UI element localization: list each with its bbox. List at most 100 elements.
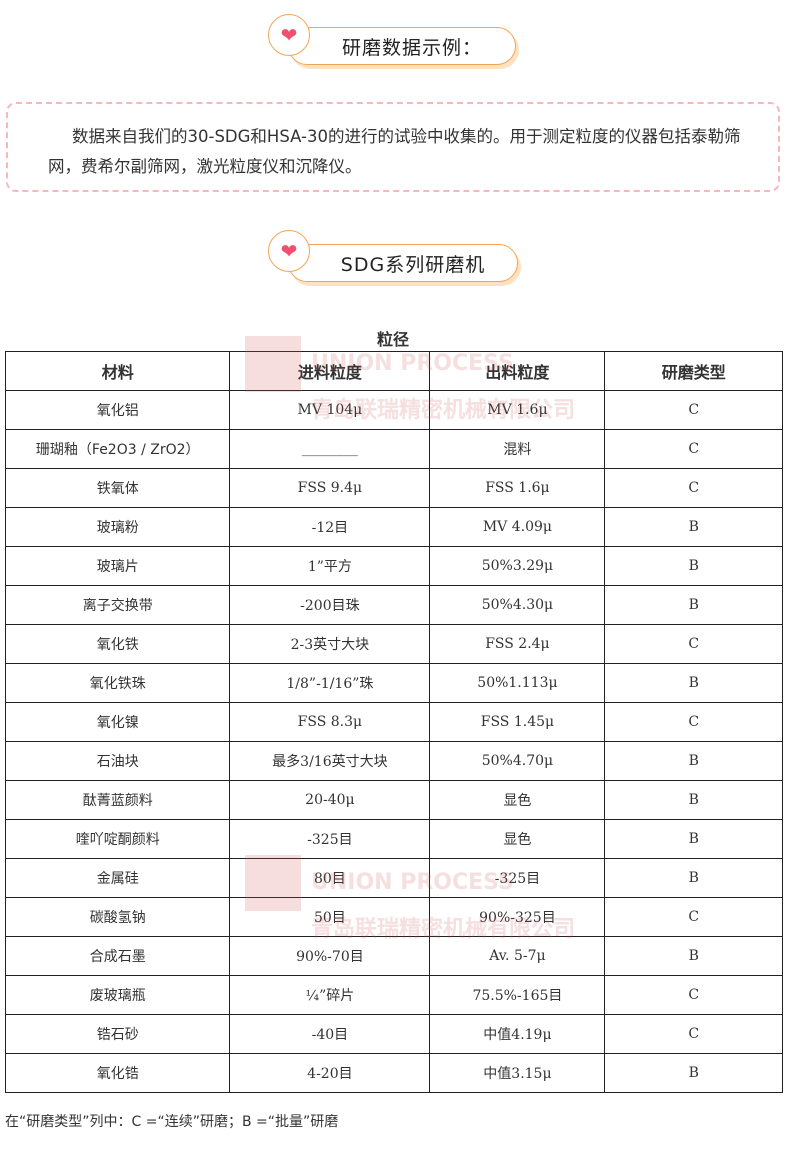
hearts-icon: ❤	[268, 230, 310, 272]
table-cell: 中值3.15μ	[429, 1053, 606, 1093]
table-row: 锆石砂 -40目 中值4.19μ C	[4, 1014, 783, 1054]
table-cell: 80目	[229, 858, 431, 898]
table-cell: 玻璃粉	[4, 507, 231, 547]
table-row: 氧化铁珠 1/8”-1/16”珠 50%1.113μ B	[4, 663, 783, 703]
table-cell: C	[604, 468, 783, 508]
table-row: 氧化锆 4-20目 中值3.15μ B	[4, 1053, 783, 1093]
table-cell: FSS 9.4μ	[229, 468, 431, 508]
table-cell: 铁氧体	[4, 468, 231, 508]
table-cell: FSS 1.6μ	[429, 468, 606, 508]
table-cell: -325目	[229, 819, 431, 859]
table-cell: 喹吖啶酮颜料	[4, 819, 231, 859]
table-cell: 显色	[429, 780, 606, 820]
intro-box: 数据来自我们的30-SDG和HSA-30的进行的试验中收集的。用于测定粒度的仪器…	[6, 102, 780, 192]
table-row: 合成石墨 90%-70目 Av. 5-7μ B	[4, 936, 783, 976]
table-cell: C	[604, 624, 783, 664]
table-row: 酞菁蓝颜料 20-40μ 显色 B	[4, 780, 783, 820]
table-cell: 金属硅	[4, 858, 231, 898]
table-row: 废玻璃瓶 ¼”碎片 75.5%-165目 C	[4, 975, 783, 1015]
table-row: 金属硅 80目 -325目 B	[4, 858, 783, 898]
table-cell: MV 1.6μ	[429, 390, 606, 430]
table-cell: C	[604, 1014, 783, 1054]
table-cell: 90%-325目	[429, 897, 606, 937]
table-cell: 2-3英寸大块	[229, 624, 431, 664]
table-cell: C	[604, 975, 783, 1015]
table-row: 喹吖啶酮颜料 -325目 显色 B	[4, 819, 783, 859]
table-cell: ________	[229, 429, 431, 469]
section-title: 研磨数据示例：	[341, 36, 482, 59]
table-cell: 锆石砂	[4, 1014, 231, 1054]
table-cell: 最多3/16英寸大块	[229, 741, 431, 781]
table-row: 石油块 最多3/16英寸大块 50%4.70μ B	[4, 741, 783, 781]
table-row: 氧化镍 FSS 8.3μ FSS 1.45μ C	[4, 702, 783, 742]
intro-text: 数据来自我们的30-SDG和HSA-30的进行的试验中收集的。用于测定粒度的仪器…	[48, 127, 741, 176]
table-cell: 1”平方	[229, 546, 431, 586]
table-cell: -200目珠	[229, 585, 431, 625]
table-row: 珊瑚釉（Fe2O3 / ZrO2） ________ 混料 C	[4, 429, 783, 469]
grinding-data-table: 材料 进料粒度 出料粒度 研磨类型 氧化铝 MV 104μ MV 1.6μ C 珊瑚釉（Fe2…	[4, 351, 783, 1093]
column-header: 出料粒度	[429, 351, 606, 391]
section-title-badge: 研磨数据示例：	[288, 27, 516, 65]
table-cell: FSS 2.4μ	[429, 624, 606, 664]
table-cell: -12目	[229, 507, 431, 547]
table-cell: 50%3.29μ	[429, 546, 606, 586]
table-cell: B	[604, 663, 783, 703]
table-cell: 氧化镍	[4, 702, 231, 742]
table-cell: 废玻璃瓶	[4, 975, 231, 1015]
table-caption: 粒径	[376, 330, 409, 349]
column-header: 研磨类型	[604, 351, 783, 391]
table-cell: C	[604, 702, 783, 742]
table-cell: -40目	[229, 1014, 431, 1054]
table-row: 氧化铝 MV 104μ MV 1.6μ C	[4, 390, 783, 430]
table-cell: FSS 1.45μ	[429, 702, 606, 742]
table-cell: B	[604, 507, 783, 547]
table-cell: 氧化铁	[4, 624, 231, 664]
table-cell: 50%4.70μ	[429, 741, 606, 781]
table-cell: B	[604, 819, 783, 859]
table-cell: 4-20目	[229, 1053, 431, 1093]
table-cell: C	[604, 429, 783, 469]
table-cell: 酞菁蓝颜料	[4, 780, 231, 820]
table-cell: 氧化铝	[4, 390, 231, 430]
table-cell: 75.5%-165目	[429, 975, 606, 1015]
table-cell: Av. 5-7μ	[429, 936, 606, 976]
table-cell: 50%1.113μ	[429, 663, 606, 703]
table-cell: 90%-70目	[229, 936, 431, 976]
table-cell: 玻璃片	[4, 546, 231, 586]
column-header: 进料粒度	[229, 351, 431, 391]
table-cell: 离子交换带	[4, 585, 231, 625]
table-cell: 50目	[229, 897, 431, 937]
table-cell: 珊瑚釉（Fe2O3 / ZrO2）	[4, 429, 231, 469]
table-cell: ¼”碎片	[229, 975, 431, 1015]
table-cell: 石油块	[4, 741, 231, 781]
table-cell: 氧化铁珠	[4, 663, 231, 703]
section-title-badge: SDG系列研磨机	[288, 244, 518, 282]
table-cell: 20-40μ	[229, 780, 431, 820]
footnote: 在“研磨类型”列中：C =“连续”研磨；B =“批量”研磨	[5, 1114, 339, 1130]
table-cell: 1/8”-1/16”珠	[229, 663, 431, 703]
table-cell: C	[604, 897, 783, 937]
table-row: 铁氧体 FSS 9.4μ FSS 1.6μ C	[4, 468, 783, 508]
table-cell: 碳酸氢钠	[4, 897, 231, 937]
table-cell: 50%4.30μ	[429, 585, 606, 625]
table-cell: -325目	[429, 858, 606, 898]
table-cell: C	[604, 390, 783, 430]
table-cell: MV 4.09μ	[429, 507, 606, 547]
table-row: 碳酸氢钠 50目 90%-325目 C	[4, 897, 783, 937]
table-cell: FSS 8.3μ	[229, 702, 431, 742]
table-cell: B	[604, 1053, 783, 1093]
table-cell: 中值4.19μ	[429, 1014, 606, 1054]
hearts-icon: ❤	[268, 14, 310, 56]
column-header: 材料	[4, 351, 231, 391]
table-cell: 合成石墨	[4, 936, 231, 976]
section-title: SDG系列研磨机	[340, 253, 486, 276]
table-cell: MV 104μ	[229, 390, 431, 430]
table-row: 氧化铁 2-3英寸大块 FSS 2.4μ C	[4, 624, 783, 664]
table-row: 玻璃粉 -12目 MV 4.09μ B	[4, 507, 783, 547]
table-row: 离子交换带 -200目珠 50%4.30μ B	[4, 585, 783, 625]
table-cell: B	[604, 585, 783, 625]
table-cell: B	[604, 936, 783, 976]
table-cell: 混料	[429, 429, 606, 469]
table-cell: B	[604, 741, 783, 781]
table-cell: B	[604, 546, 783, 586]
